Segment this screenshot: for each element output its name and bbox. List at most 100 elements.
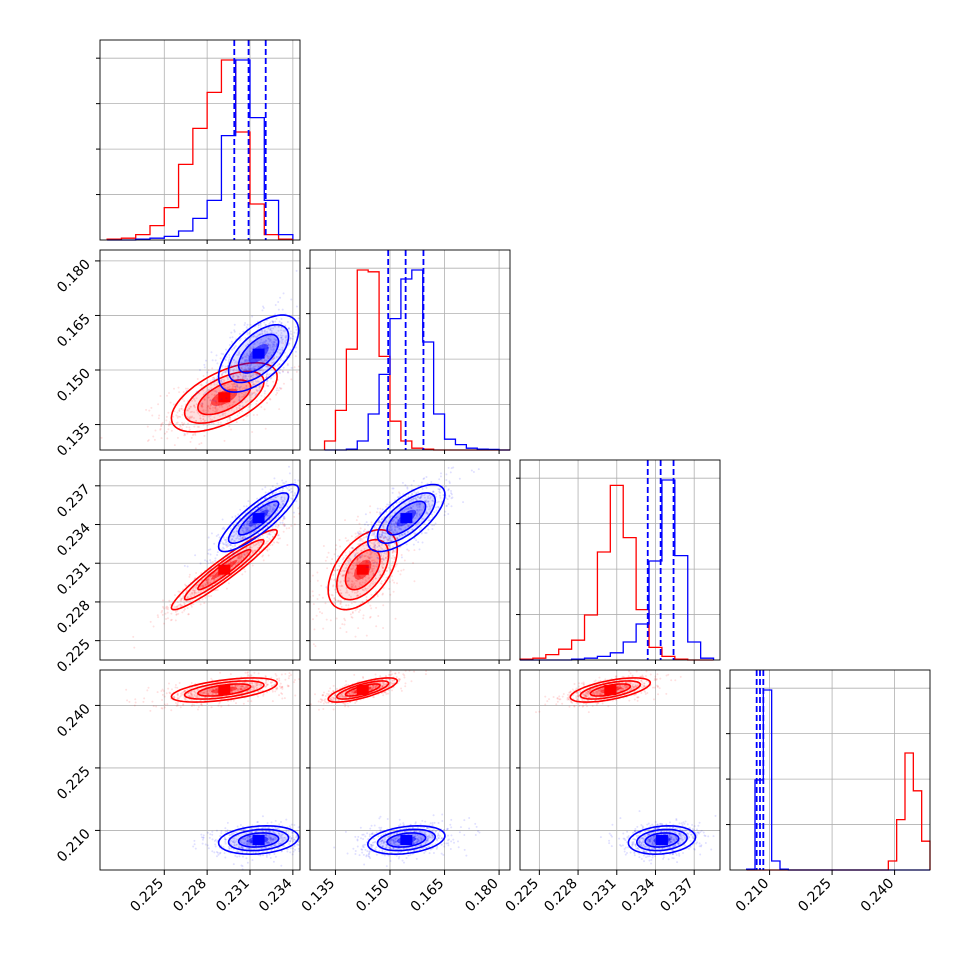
scatter-point <box>213 542 216 545</box>
scatter-point <box>238 404 241 407</box>
scatter-point <box>392 590 395 593</box>
scatter-point <box>273 357 276 360</box>
scatter-point <box>230 340 233 343</box>
scatter-panel-1-0 <box>99 249 316 451</box>
scatter-point <box>210 351 213 354</box>
scatter-point <box>211 561 214 564</box>
panel-frame <box>729 669 931 871</box>
scatter-point <box>267 337 270 340</box>
scatter-point <box>195 587 198 590</box>
histogram-blue <box>746 689 930 871</box>
scatter-point <box>254 549 257 552</box>
scatter-point <box>221 373 224 376</box>
scatter-point <box>391 579 394 582</box>
scatter-point <box>215 409 218 412</box>
scatter-point <box>412 562 415 565</box>
scatter-point <box>210 706 213 709</box>
scatter-point <box>286 684 289 687</box>
scatter-point <box>375 625 378 628</box>
scatter-point <box>208 415 211 418</box>
scatter-point <box>272 320 275 323</box>
scatter-point <box>240 553 243 556</box>
scatter-point <box>205 579 208 582</box>
scatter-point <box>201 403 204 406</box>
scatter-point <box>202 375 205 378</box>
scatter-point <box>187 584 190 587</box>
scatter-point <box>271 361 274 364</box>
scatter-point <box>418 548 421 551</box>
scatter-point <box>184 433 187 436</box>
scatter-point <box>207 578 210 581</box>
scatter-point <box>262 374 265 377</box>
scatter-point <box>279 368 282 371</box>
scatter-point <box>256 380 259 383</box>
scatter-point <box>276 482 279 485</box>
scatter-point <box>184 387 187 390</box>
scatter-point <box>195 419 198 422</box>
scatter-point <box>249 391 252 394</box>
scatter-point <box>349 613 352 616</box>
scatter-point <box>165 618 168 621</box>
histogram-blue <box>324 269 510 451</box>
scatter-point <box>286 370 289 373</box>
scatter-point <box>226 402 229 405</box>
scatter-point <box>251 549 254 552</box>
scatter-point <box>232 400 235 403</box>
scatter-point <box>450 505 453 508</box>
scatter-point <box>206 408 209 411</box>
scatter-point <box>349 558 352 561</box>
scatter-point <box>295 500 298 503</box>
scatter-point <box>182 704 185 707</box>
scatter-point <box>198 425 201 428</box>
scatter-point <box>205 392 208 395</box>
scatter-point <box>279 537 282 540</box>
scatter-point <box>252 414 255 417</box>
scatter-point <box>241 357 244 360</box>
scatter-point <box>200 405 203 408</box>
scatter-point <box>237 352 240 355</box>
scatter-point <box>263 360 266 363</box>
scatter-point <box>175 613 178 616</box>
scatter-point <box>232 375 235 378</box>
scatter-point <box>288 527 291 530</box>
scatter-point <box>251 564 254 567</box>
scatter-point <box>195 419 198 422</box>
scatter-point <box>241 555 244 558</box>
scatter-point <box>224 371 227 374</box>
scatter-point <box>233 346 236 349</box>
scatter-point <box>241 367 244 370</box>
scatter-point <box>271 349 274 352</box>
scatter-point <box>235 384 238 387</box>
scatter-point <box>314 363 316 365</box>
scatter-point <box>160 422 163 425</box>
scatter-point <box>266 371 269 374</box>
scatter-point <box>282 338 285 341</box>
scatter-point <box>234 344 237 347</box>
scatter-point <box>202 418 205 421</box>
scatter-point <box>180 605 183 608</box>
scatter-point <box>303 299 305 301</box>
scatter-point <box>265 359 268 362</box>
scatter-point <box>266 365 269 368</box>
scatter-point <box>231 383 234 386</box>
scatter-point <box>295 305 298 308</box>
scatter-point <box>227 582 230 585</box>
scatter-point <box>450 489 453 492</box>
scatter-point <box>191 593 194 596</box>
scatter-point <box>191 598 194 601</box>
scatter-point <box>307 617 309 619</box>
scatter-point <box>244 527 247 530</box>
scatter-point <box>284 336 287 339</box>
scatter-panel-1-0-grid <box>100 250 300 450</box>
scatter-point <box>280 322 283 325</box>
scatter-point <box>295 328 298 331</box>
scatter-point <box>286 362 289 365</box>
scatter-point <box>231 403 234 406</box>
scatter-point <box>189 600 192 603</box>
scatter-point <box>288 326 291 329</box>
scatter-point <box>240 392 243 395</box>
scatter-point <box>312 482 314 484</box>
scatter-point <box>206 580 209 583</box>
scatter-point <box>311 506 313 508</box>
scatter-point <box>163 706 166 709</box>
